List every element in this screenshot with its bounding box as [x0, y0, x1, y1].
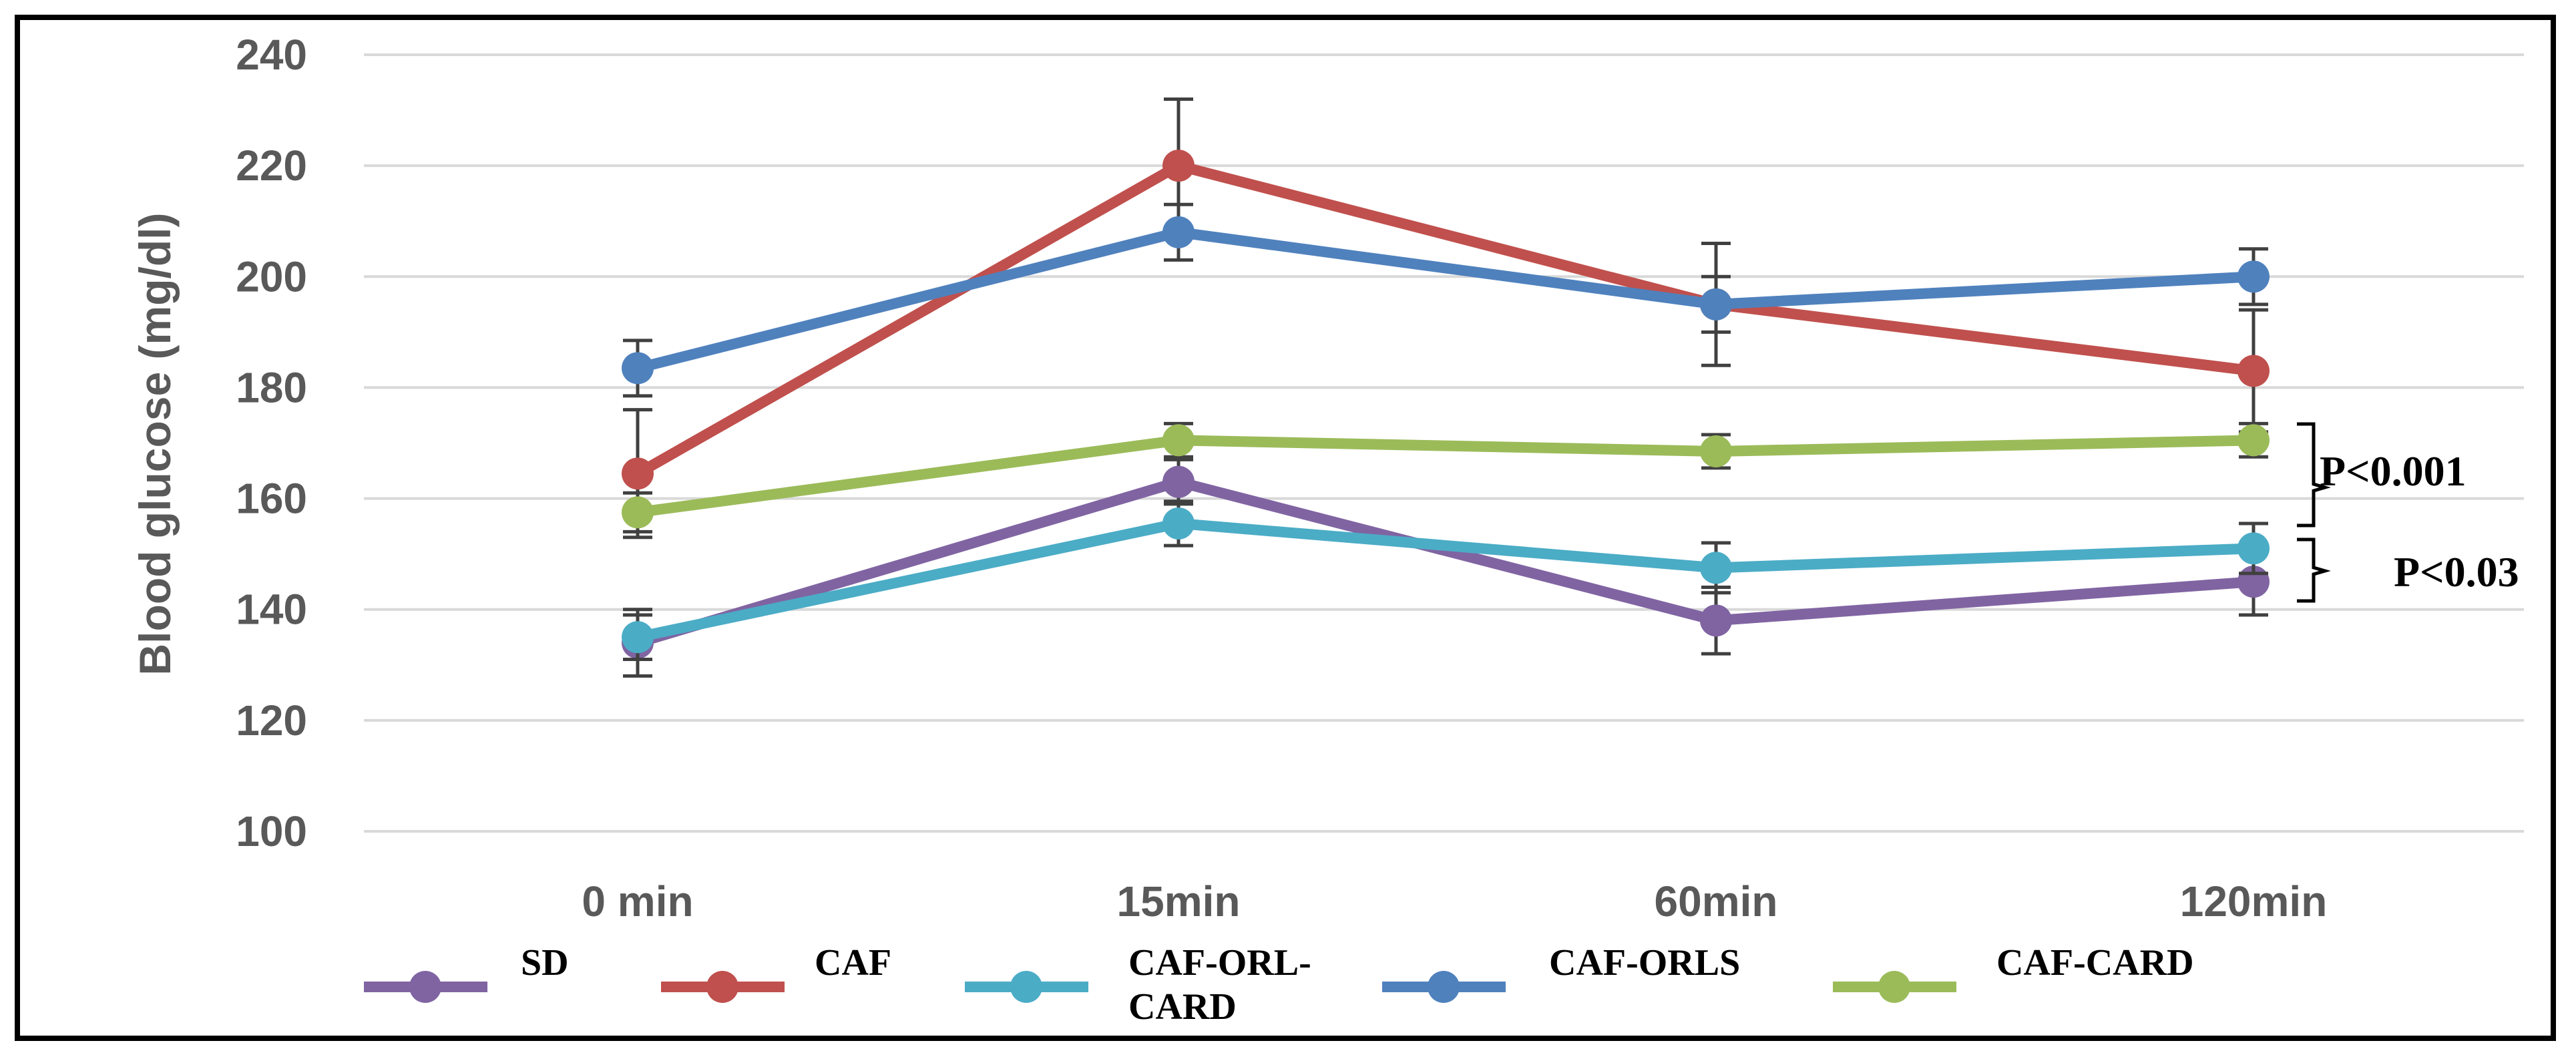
x-axis-ticks: 0 min 15min 60min 120min — [582, 877, 2327, 925]
point-caf-card-2 — [1700, 435, 1732, 467]
y-axis-ticks: 100 120 140 160 180 200 220 240 — [236, 31, 307, 855]
legend: SD CAF CAF-ORL-CARD CAF-ORLS CAF-CARD — [364, 942, 2194, 1028]
point-caf-0 — [622, 457, 654, 490]
point-sd-1 — [1162, 465, 1195, 498]
legend-label-caf: CAF — [815, 942, 891, 984]
point-caf-orl-card-2 — [1700, 552, 1732, 584]
legend-marker-caf-orls — [1428, 971, 1460, 1003]
legend-label-sd: SD — [521, 942, 569, 984]
legend-item-caf-card: CAF-CARD — [1833, 942, 2194, 1003]
p-value-001: P<0.001 — [2320, 447, 2466, 495]
y-tick-label-120: 120 — [236, 696, 307, 745]
bracket-p001 — [2297, 422, 2331, 527]
point-sd-2 — [1700, 604, 1732, 637]
y-axis-label: Blood glucose (mg/dl) — [130, 213, 180, 676]
y-tick-label-240: 240 — [236, 31, 307, 79]
legend-marker-caf — [706, 971, 738, 1003]
p-value-003: P<0.03 — [2394, 548, 2519, 596]
point-caf-orl-card-3 — [2237, 532, 2270, 565]
point-caf-1 — [1162, 150, 1195, 182]
legend-item-caf-orl-card: CAF-ORL-CARD — [965, 942, 1311, 1028]
point-caf-orls-0 — [622, 352, 654, 385]
bracket-p003 — [2297, 538, 2331, 603]
point-caf-orl-card-1 — [1162, 507, 1195, 540]
line-caf — [635, 160, 2254, 479]
legend-item-sd: SD — [364, 942, 569, 1003]
series-group — [622, 97, 2270, 678]
legend-label-caf-card: CAF-CARD — [1996, 942, 2194, 984]
x-tick-label-0: 0 min — [582, 877, 693, 925]
series-caf-orls — [622, 202, 2270, 398]
series-sd — [622, 457, 2270, 678]
x-tick-label-1: 15min — [1117, 877, 1241, 925]
point-caf-3 — [2237, 355, 2270, 387]
y-tick-label-100: 100 — [236, 807, 307, 855]
legend-marker-caf-card — [1878, 971, 1910, 1003]
y-tick-label-220: 220 — [236, 142, 307, 190]
line-caf-orls — [636, 226, 2254, 374]
line-caf-card — [636, 435, 2254, 518]
line-caf-orl-card — [636, 517, 2254, 643]
legend-marker-caf-orl-card — [1010, 971, 1042, 1003]
point-caf-orls-1 — [1162, 216, 1195, 248]
legend-label-line-1: CARD — [1128, 986, 1237, 1028]
series-caf-card — [622, 421, 2270, 534]
point-caf-card-3 — [2237, 424, 2270, 457]
legend-label-caf-orl-card: CAF-ORL-CARD — [1128, 942, 1311, 1028]
point-caf-orl-card-0 — [622, 621, 654, 654]
legend-item-caf: CAF — [661, 942, 891, 1003]
legend-label-line-0: CAF-ORL- — [1128, 942, 1311, 984]
point-caf-card-0 — [622, 496, 654, 529]
y-tick-label-140: 140 — [236, 586, 307, 634]
point-caf-orls-2 — [1700, 288, 1732, 321]
point-caf-card-1 — [1162, 424, 1195, 457]
y-tick-label-160: 160 — [236, 475, 307, 523]
legend-label-caf-orls: CAF-ORLS — [1549, 942, 1740, 984]
x-tick-label-2: 60min — [1655, 877, 1778, 925]
y-tick-label-180: 180 — [236, 363, 307, 411]
legend-item-caf-orls: CAF-ORLS — [1382, 942, 1740, 1003]
line-sd — [636, 476, 2254, 648]
point-caf-orls-3 — [2237, 260, 2270, 293]
y-tick-label-200: 200 — [236, 252, 307, 300]
series-caf-orl-card — [622, 499, 2270, 661]
legend-marker-sd — [409, 971, 441, 1003]
x-tick-label-3: 120min — [2180, 877, 2328, 925]
significance-brackets: P<0.001 P<0.03 — [2297, 422, 2519, 603]
